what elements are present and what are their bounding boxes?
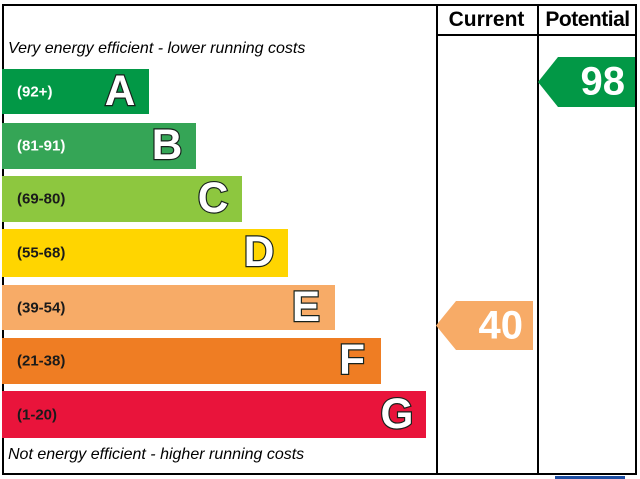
svg-text:B: B [152, 123, 183, 168]
svg-text:D: D [244, 230, 275, 275]
svg-text:A: A [105, 69, 136, 114]
svg-text:F: F [339, 338, 365, 383]
svg-text:E: E [292, 285, 320, 330]
svg-text:C: C [198, 176, 229, 221]
svg-text:G: G [381, 392, 414, 437]
